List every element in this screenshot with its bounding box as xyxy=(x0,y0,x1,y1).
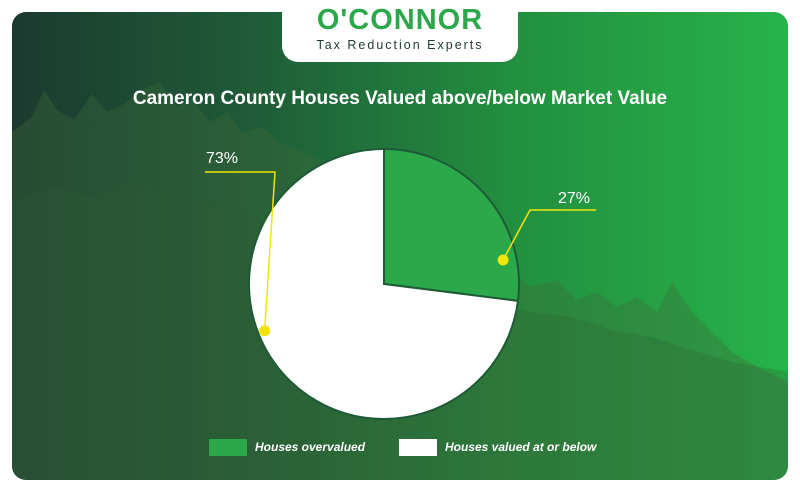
callout-dot xyxy=(259,325,271,337)
data-label: 27% xyxy=(558,190,590,207)
callout-line xyxy=(502,209,596,261)
data-label: 73% xyxy=(206,150,238,167)
pie-slice-overvalued xyxy=(383,147,520,303)
legend-swatch-overvalued xyxy=(209,439,247,456)
legend-label-overvalued: Houses overvalued xyxy=(255,440,366,454)
brand-logo: O'CONNOR Tax Reduction Experts xyxy=(282,0,518,62)
callout-line xyxy=(205,171,276,331)
legend-swatch-at-or-below xyxy=(399,439,437,456)
brand-name: O'CONNOR xyxy=(316,4,484,36)
chart-title: Cameron County Houses Valued above/below… xyxy=(132,88,668,109)
callout-dot xyxy=(497,254,509,266)
legend-label-at-or-below: Houses valued at or below xyxy=(445,440,597,454)
brand-tagline: Tax Reduction Experts xyxy=(316,38,484,52)
pie-slice-at-or-below xyxy=(248,147,520,420)
